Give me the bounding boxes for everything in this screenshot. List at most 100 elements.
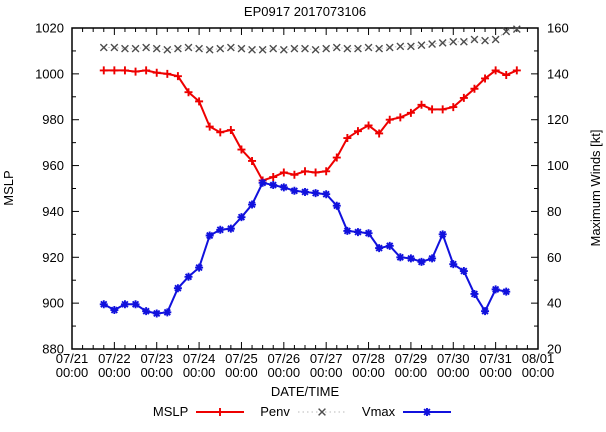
mslp-marker <box>385 115 394 124</box>
vmax-marker <box>99 300 108 309</box>
penv-marker <box>290 44 299 53</box>
mslp-marker <box>290 170 299 179</box>
x-tick-label-date: 07/31 <box>479 351 512 366</box>
mslp-marker <box>311 168 320 177</box>
mslp-marker <box>512 66 521 75</box>
x-tick-label-time: 00:00 <box>479 365 512 380</box>
vmax-marker <box>385 241 394 250</box>
penv-marker <box>512 25 521 34</box>
x-tick-label-date: 07/21 <box>56 351 89 366</box>
penv-marker <box>152 44 161 53</box>
vmax-marker <box>226 224 235 233</box>
vmax-marker <box>449 260 458 269</box>
vmax-marker <box>375 244 384 253</box>
penv-marker <box>449 37 458 46</box>
legend-label-penv: Penv <box>260 404 290 419</box>
vmax-marker <box>459 267 468 276</box>
mslp-marker <box>152 68 161 77</box>
vmax-marker <box>470 289 479 298</box>
mslp-marker <box>375 129 384 138</box>
mslp-marker <box>110 66 119 75</box>
vmax-marker <box>428 254 437 263</box>
legend: MSLP Penv Vmax <box>0 404 606 419</box>
vmax-marker <box>502 287 511 296</box>
vmax-marker <box>163 308 172 317</box>
mslp-marker <box>120 66 129 75</box>
mslp-marker <box>449 103 458 112</box>
x-tick-label-time: 00:00 <box>310 365 343 380</box>
x-tick-label-date: 07/22 <box>98 351 131 366</box>
mslp-marker <box>142 66 151 75</box>
penv-marker <box>375 44 384 53</box>
mslp-marker <box>173 72 182 81</box>
penv-marker <box>301 44 309 53</box>
legend-sample-penv <box>297 407 346 416</box>
y-left-tick-label: 920 <box>42 250 64 265</box>
vmax-marker <box>311 189 320 198</box>
vmax-marker <box>216 225 225 234</box>
penv-marker <box>184 43 193 52</box>
mslp-marker <box>248 156 257 165</box>
penv-marker <box>396 42 405 51</box>
legend-item-vmax: Vmax <box>362 404 453 419</box>
penv-marker <box>205 45 214 54</box>
y-right-tick-label: 40 <box>547 296 561 311</box>
y-left-tick-label: 940 <box>42 204 64 219</box>
penv-marker <box>438 39 447 47</box>
mslp-marker <box>502 71 511 80</box>
penv-marker <box>99 43 108 52</box>
legend-marker-vmax <box>423 407 432 416</box>
penv-marker <box>364 43 373 52</box>
vmax-marker <box>110 306 119 315</box>
x-tick-label-time: 00:00 <box>98 365 131 380</box>
mslp-marker <box>301 167 309 176</box>
penv-line <box>103 28 517 51</box>
y-right-tick-label: 60 <box>547 250 561 265</box>
mslp-marker <box>195 97 204 106</box>
vmax-marker <box>195 263 204 272</box>
mslp-marker <box>99 66 108 75</box>
x-tick-label-time: 00:00 <box>352 365 385 380</box>
x-tick-label-date: 07/25 <box>225 351 258 366</box>
penv-marker <box>491 35 500 44</box>
penv-marker <box>502 27 511 36</box>
y-right-tick-label: 120 <box>547 112 569 127</box>
x-tick-label-time: 00:00 <box>140 365 173 380</box>
penv-marker <box>226 43 235 52</box>
legend-sample-mslp <box>196 407 245 416</box>
x-tick-label-date: 07/27 <box>310 351 343 366</box>
penv-marker <box>131 44 140 53</box>
penv-marker <box>343 44 352 53</box>
legend-label-vmax: Vmax <box>361 404 396 419</box>
mslp-marker <box>343 134 352 143</box>
penv-marker <box>407 42 415 51</box>
penv-marker <box>332 43 341 52</box>
y-left-tick-label: 900 <box>42 296 64 311</box>
y-left-tick-label: 1000 <box>35 66 64 81</box>
vmax-marker <box>142 307 151 316</box>
mslp-marker <box>205 122 214 131</box>
y-left-tick-label: 980 <box>42 112 64 127</box>
penv-marker <box>195 44 203 53</box>
y-left-tick-label: 880 <box>42 342 64 357</box>
y-right-tick-label: 80 <box>547 204 561 219</box>
mslp-marker <box>438 105 447 114</box>
x-tick-label-date: 07/24 <box>183 351 216 366</box>
vmax-marker <box>152 309 161 318</box>
y-right-tick-label: 100 <box>547 158 569 173</box>
penv-marker <box>322 44 331 53</box>
vmax-marker <box>248 200 257 209</box>
penv-marker <box>470 35 479 44</box>
penv-marker <box>385 43 394 52</box>
vmax-marker <box>364 229 373 238</box>
x-tick-label-time: 00:00 <box>183 365 216 380</box>
legend-label-mslp: MSLP <box>152 404 189 419</box>
mslp-marker <box>396 113 405 122</box>
legend-sample-vmax <box>403 407 452 416</box>
vmax-marker <box>184 272 193 281</box>
x-tick-label-date: 07/28 <box>352 351 385 366</box>
vmax-marker <box>131 300 140 309</box>
y-right-tick-label: 140 <box>547 66 569 81</box>
penv-marker <box>258 45 267 54</box>
